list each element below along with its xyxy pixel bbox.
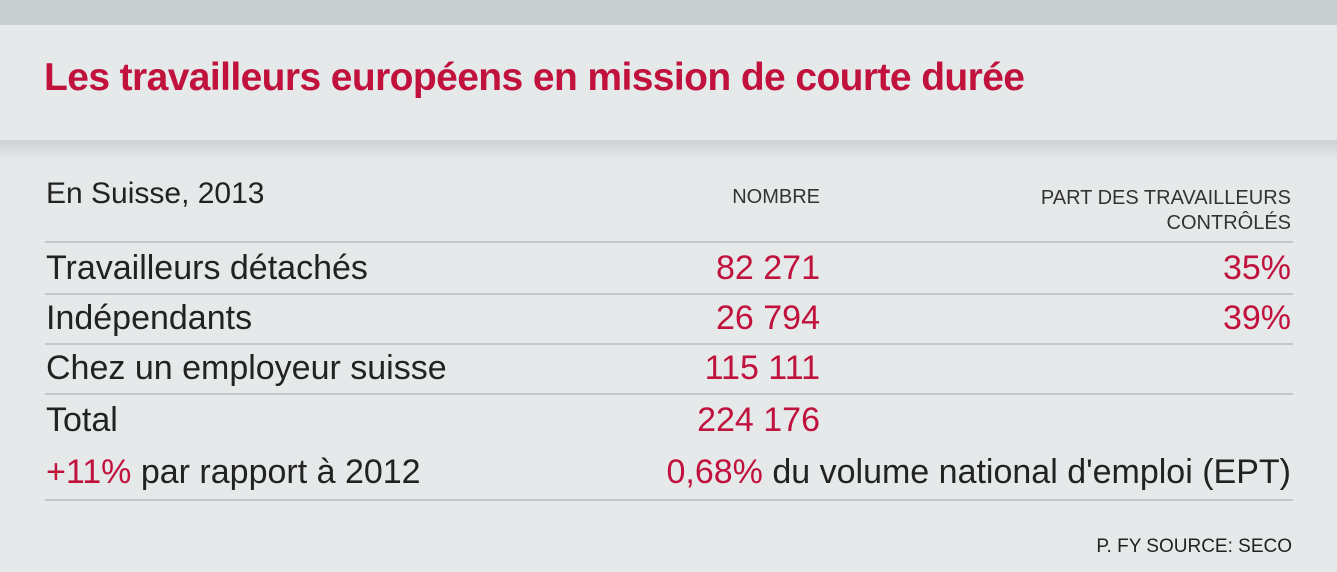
table-header: En Suisse, 2013 NOMBRE PART DES TRAVAILL… <box>45 165 1293 243</box>
column-header-nombre: NOMBRE <box>732 186 820 208</box>
column-header-part-line-2: CONTRÔLÉS <box>1166 212 1291 234</box>
column-header-part-line-1: PART DES TRAVAILLEURS <box>1040 187 1291 209</box>
growth-note: +11% par rapport à 2012 <box>46 453 421 492</box>
table-subtitle: En Suisse, 2013 <box>46 177 265 210</box>
share-note: 0,68% du volume national d'emploi (EPT) <box>667 453 1292 492</box>
row-label: Chez un employeur suisse <box>46 349 447 387</box>
table-row: Travailleurs détachés 82 271 35% <box>45 243 1293 295</box>
title-shadow <box>0 140 1337 160</box>
row-part: 35% <box>1222 249 1291 287</box>
row-nombre: 26 794 <box>716 299 820 337</box>
table-row-total: Total 224 176 <box>45 395 1293 445</box>
share-text: du volume national d'emploi (EPT) <box>762 453 1291 491</box>
row-label: Travailleurs détachés <box>46 249 368 287</box>
column-header-part: PART DES TRAVAILLEURS CONTRÔLÉS <box>1041 186 1291 236</box>
chart-title: Les travailleurs européens en mission de… <box>44 56 1025 99</box>
table-row: Indépendants 26 794 39% <box>45 293 1293 345</box>
source-credit: P. FY SOURCE: SECO <box>1096 536 1292 557</box>
row-nombre: 224 176 <box>697 401 820 439</box>
growth-value: +11% <box>46 453 132 491</box>
row-label: Indépendants <box>46 299 253 337</box>
row-label: Total <box>46 401 118 439</box>
top-bar <box>0 0 1337 25</box>
table-row: Chez un employeur suisse 115 111 <box>45 343 1293 395</box>
row-nombre: 82 271 <box>716 249 820 287</box>
row-part: 39% <box>1222 299 1291 337</box>
row-nombre: 115 111 <box>704 349 820 387</box>
share-value: 0,68% <box>666 453 763 491</box>
title-band <box>0 25 1337 140</box>
summary-row: +11% par rapport à 2012 0,68% du volume … <box>45 447 1293 501</box>
growth-text: par rapport à 2012 <box>131 453 421 491</box>
